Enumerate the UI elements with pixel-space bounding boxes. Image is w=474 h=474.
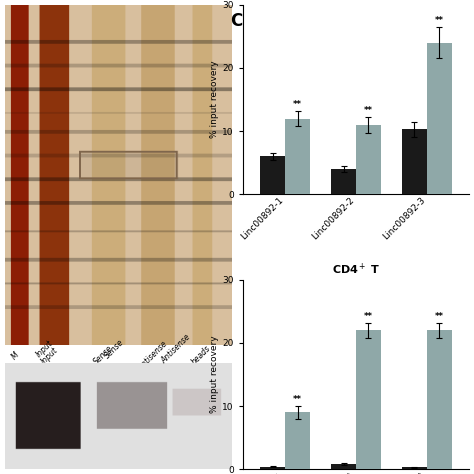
Bar [285,118,310,194]
Text: Antisense: Antisense [160,333,192,365]
Text: Sense: Sense [92,344,115,367]
Bar [356,330,381,469]
Text: Sense: Sense [103,337,126,361]
Text: **: ** [364,106,373,115]
Text: **: ** [293,395,302,404]
Text: M: M [9,350,21,361]
Text: C: C [230,12,242,30]
Bar [427,43,452,194]
Text: beads: beads [190,344,212,367]
Bar [402,467,427,469]
Bar [356,125,381,194]
Bar [285,412,310,469]
Text: **: ** [435,16,444,25]
Y-axis label: % input recovery: % input recovery [210,336,219,413]
Bar [427,330,452,469]
Bar [402,129,427,194]
Text: Antisense: Antisense [137,339,170,372]
Text: Input: Input [39,345,59,365]
Text: **: ** [293,100,302,109]
Y-axis label: % input recovery: % input recovery [210,61,219,138]
Bar [331,169,356,194]
Text: **: ** [364,312,373,321]
Title: CD4$^+$ T: CD4$^+$ T [332,0,380,2]
Bar [331,464,356,469]
Bar [260,156,285,194]
Bar [260,467,285,469]
Title: CD4$^+$ T: CD4$^+$ T [332,262,380,277]
Text: Input: Input [35,339,55,359]
Text: **: ** [435,312,444,321]
